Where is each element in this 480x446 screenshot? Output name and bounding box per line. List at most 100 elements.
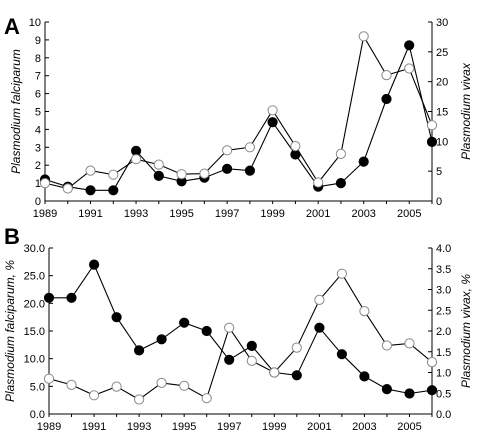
vivax-data-point <box>246 355 257 366</box>
vivax-data-point <box>426 120 438 131</box>
falciparum-data-point <box>404 388 415 399</box>
vivax-data-point <box>179 380 190 391</box>
vivax-data-point <box>66 379 77 390</box>
vivax-data-point <box>426 357 438 368</box>
vivax-data-point <box>381 340 392 351</box>
right-tick-label: 3.5 <box>436 264 451 276</box>
vivax-data-point <box>244 142 255 153</box>
falciparum-data-point <box>335 178 346 189</box>
x-tick-label: 1999 <box>260 208 284 220</box>
vivax-data-point <box>89 390 100 401</box>
vivax-data-point <box>85 165 96 176</box>
panel-a: A 0 1 2 3 4 5 6 7 8 9 10 0 5 10 15 20 25 30 1989 1991 1993 199… <box>4 14 473 220</box>
x-tick-label: 1993 <box>127 421 151 433</box>
right-tick-label: 1.5 <box>436 347 451 359</box>
x-tick-label: 2001 <box>307 421 331 433</box>
x-tick-label: 2005 <box>397 421 421 433</box>
right-tick-label: 15 <box>436 107 448 119</box>
left-tick-label: 1 <box>35 178 41 190</box>
vivax-data-point <box>156 377 167 388</box>
right-tick-label: 4.0 <box>436 243 451 255</box>
left-tick-label: 4 <box>35 124 41 136</box>
x-tick-label: 1991 <box>78 208 102 220</box>
x-tick-label: 1991 <box>82 421 106 433</box>
y-axis-label: Plasmodium falciparum <box>9 49 23 174</box>
vivax-data-point <box>131 154 142 165</box>
x-tick-label: 1999 <box>262 421 286 433</box>
panel-label: A <box>4 14 20 39</box>
falciparum-series-line <box>44 43 433 191</box>
right-tick-label: 0.5 <box>436 388 451 400</box>
falciparum-data-point <box>381 93 392 105</box>
y-axis-label: Plasmodium falciparum, % <box>3 260 17 402</box>
falciparum-data-point <box>244 165 255 176</box>
vivax-data-point <box>313 177 324 188</box>
falciparum-data-point <box>43 292 55 303</box>
falciparum-data-point <box>314 322 325 333</box>
x-tick-label: 1989 <box>33 208 57 220</box>
right-tick-label: 25 <box>436 47 448 59</box>
falciparum-data-point <box>111 312 122 323</box>
left-tick-label: 10.0 <box>24 354 45 366</box>
right-tick-label: 3.0 <box>436 285 451 297</box>
left-tick-label: 20.0 <box>24 298 45 310</box>
x-tick-label: 2003 <box>352 421 376 433</box>
left-tick-label: 5.0 <box>30 381 45 393</box>
left-tick-label: 2 <box>35 160 41 172</box>
falciparum-data-point <box>134 345 145 356</box>
falciparum-data-point <box>291 370 302 381</box>
vivax-series-line <box>44 34 433 190</box>
left-tick-label: 10 <box>29 17 41 29</box>
vivax-data-point <box>43 373 55 384</box>
falciparum-data-point <box>153 170 164 181</box>
right-tick-label: 1.0 <box>436 368 451 380</box>
falciparum-data-point <box>404 40 415 51</box>
vivax-data-point <box>62 183 73 194</box>
falciparum-data-point <box>66 292 77 303</box>
y2-axis-label: Plasmodium vivax, % <box>459 274 473 388</box>
falciparum-data-point <box>108 185 119 196</box>
falciparum-data-point <box>85 185 96 196</box>
left-tick-label: 7 <box>35 71 41 83</box>
vivax-data-point <box>201 393 212 404</box>
vivax-data-point <box>358 31 369 42</box>
x-tick-label: 1989 <box>37 421 61 433</box>
falciparum-data-point <box>156 334 167 345</box>
falciparum-data-point <box>381 384 392 395</box>
x-tick-label: 1995 <box>172 421 196 433</box>
right-tick-label: 10 <box>436 136 448 148</box>
vivax-data-point <box>267 105 278 116</box>
falciparum-data-point <box>426 136 438 147</box>
y2-axis-label: Plasmodium vivax <box>459 62 473 160</box>
falciparum-data-point <box>224 354 235 365</box>
x-tick-label: 2005 <box>397 208 421 220</box>
vivax-data-point <box>291 342 302 353</box>
left-tick-label: 5 <box>35 107 41 119</box>
right-tick-label: 2.0 <box>436 326 451 338</box>
left-tick-label: 15.0 <box>24 326 45 338</box>
vivax-data-point <box>224 322 235 333</box>
falciparum-data-point <box>426 385 438 396</box>
falciparum-data-point <box>222 163 233 174</box>
left-tick-label: 8 <box>35 53 41 65</box>
falciparum-data-point <box>267 117 278 128</box>
vivax-data-point <box>381 70 392 81</box>
panel-b: B 0.0 5.0 10.0 15.0 20.0 25.0 30.0 0.0 0.5 1.0 1.5 2… <box>3 224 473 433</box>
vivax-data-point <box>335 148 346 159</box>
right-tick-label: 0 <box>436 196 442 208</box>
vivax-data-point <box>153 159 164 170</box>
right-tick-label: 0.0 <box>436 409 451 421</box>
vivax-data-point <box>108 169 119 180</box>
left-tick-label: 30.0 <box>24 243 45 255</box>
vivax-data-point <box>134 394 145 405</box>
left-tick-label: 6 <box>35 89 41 101</box>
vivax-data-point <box>290 141 301 152</box>
vivax-data-point <box>359 306 370 317</box>
right-tick-label: 30 <box>436 17 448 29</box>
right-tick-label: 2.5 <box>436 305 451 317</box>
vivax-data-point <box>176 169 187 180</box>
vivax-data-point <box>336 268 347 279</box>
vivax-data-point <box>269 367 280 378</box>
falciparum-data-point <box>290 149 301 160</box>
